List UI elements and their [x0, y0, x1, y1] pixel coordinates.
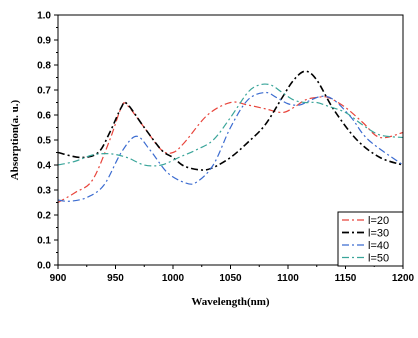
y-tick-label: 0.6: [37, 111, 51, 122]
series-line-l-20: [57, 96, 404, 204]
tick-labels: 900 950 1000 1050 1100 1150 1200 0.0 0.1 0.2 0.3 0.…: [37, 11, 414, 285]
series-line-l-30: [57, 70, 404, 171]
y-tick-label: 0.0: [37, 261, 51, 272]
y-tick-label: 0.9: [37, 36, 51, 47]
y-tick-label: 0.1: [37, 236, 51, 247]
legend-label: l=40: [368, 240, 389, 252]
y-axis-title: Absorption(a. u.): [9, 99, 21, 180]
y-tick-label: 0.8: [37, 61, 51, 72]
y-tick-label: 0.2: [37, 211, 51, 222]
y-tick-label: 1.0: [37, 11, 51, 22]
y-tick-label: 0.5: [37, 136, 51, 147]
x-tick-label: 900: [50, 273, 67, 284]
x-tick-label: 1000: [162, 273, 185, 284]
legend: l=20l=30l=40l=50: [337, 211, 404, 267]
legend-label: l=30: [368, 228, 389, 240]
plot-lines: [57, 70, 404, 204]
x-tick-label: 950: [107, 273, 124, 284]
x-tick-label: 1200: [392, 273, 415, 284]
x-tick-label: 1150: [335, 273, 357, 284]
y-tick-label: 0.4: [37, 161, 51, 172]
x-tick-label: 1050: [219, 273, 242, 284]
series-line-l-50: [57, 83, 404, 167]
legend-label: l=20: [368, 215, 389, 227]
x-axis-title: Wavelength(nm): [191, 296, 270, 308]
legend-label: l=50: [368, 253, 389, 265]
y-tick-label: 0.7: [37, 86, 51, 97]
series-line-l-40: [57, 91, 404, 202]
x-tick-label: 1100: [277, 273, 299, 284]
y-tick-label: 0.3: [37, 186, 51, 197]
